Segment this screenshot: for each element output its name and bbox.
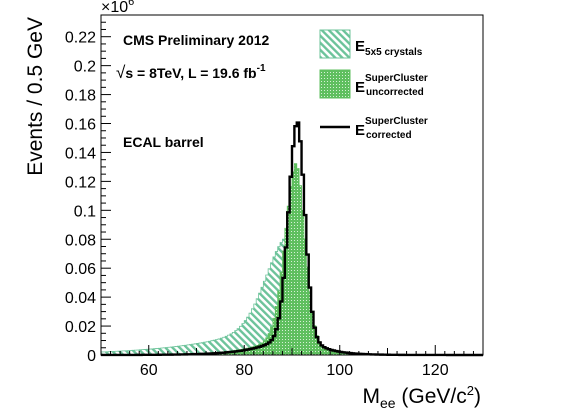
y-tick-label: 0.14 — [65, 145, 96, 162]
y-tick-label: 0.08 — [65, 232, 96, 249]
annotation-cms-preliminary: CMS Preliminary 2012 — [123, 32, 270, 48]
x-axis-title: Mee (GeV/c2) — [363, 383, 482, 411]
y-tick-label: 0.06 — [65, 261, 96, 278]
y-tick-label: 0.16 — [65, 117, 96, 134]
y-tick-label: 0.02 — [65, 319, 96, 336]
legend-swatch-5x5-crystals — [319, 29, 351, 59]
y-tick-label: 0.1 — [74, 203, 96, 220]
legend-label-supercluster-corrected: ESuperCluster corrected — [355, 116, 428, 141]
annotation-energy-lumi: √s = 8TeV, L = 19.6 fb-1 — [116, 63, 266, 82]
x-tick-label: 120 — [422, 362, 449, 379]
x-axis-ticks: 60 80 100 120 — [100, 345, 484, 379]
y-axis-ticks: 0 0.02 0.04 0.06 0.08 0.1 0.12 0.14 0.16 0.18 0.2 0… — [65, 21, 111, 365]
y-tick-label: 0.22 — [65, 30, 96, 47]
y-tick-label: 0.18 — [65, 88, 96, 105]
y-tick-label: 0.12 — [65, 174, 96, 191]
legend-swatch-supercluster-uncorrected — [319, 69, 351, 99]
series-area-supercluster-uncorrected — [100, 163, 483, 356]
legend: E5x5 crystals ESuperCluster uncorrected E… — [319, 29, 428, 141]
series-layers — [100, 121, 483, 357]
x-tick-label: 80 — [235, 362, 253, 379]
y-tick-label: 0 — [87, 348, 96, 365]
legend-label-supercluster-uncorrected: ESuperCluster uncorrected — [355, 73, 428, 98]
y-tick-label: 0.2 — [74, 59, 96, 76]
x-tick-label: 60 — [140, 362, 158, 379]
x-tick-label: 100 — [326, 362, 353, 379]
y-axis-multiplier: ×106 — [101, 0, 134, 16]
annotation-ecal-barrel: ECAL barrel — [123, 134, 204, 150]
y-tick-label: 0.04 — [65, 290, 96, 307]
y-axis-title: Events / 0.5 GeV — [24, 17, 47, 176]
legend-label-5x5-crystals: E5x5 crystals — [355, 38, 423, 58]
